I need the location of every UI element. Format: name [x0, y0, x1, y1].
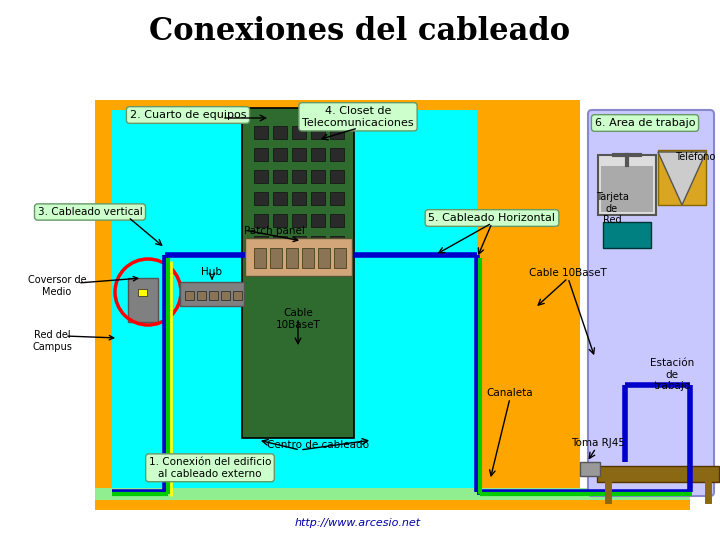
Bar: [242, 108, 354, 438]
Bar: [292, 148, 306, 161]
Bar: [112, 110, 477, 490]
Bar: [273, 126, 287, 139]
Bar: [311, 192, 325, 205]
Bar: [330, 126, 344, 139]
Text: Teléfono: Teléfono: [675, 152, 715, 162]
Bar: [273, 192, 287, 205]
Bar: [597, 466, 719, 482]
Text: Patch panel: Patch panel: [244, 226, 305, 236]
Bar: [286, 248, 298, 268]
Bar: [603, 222, 651, 248]
Text: Tarjeta
de
Red: Tarjeta de Red: [595, 192, 629, 225]
Bar: [292, 126, 306, 139]
Bar: [95, 488, 690, 502]
Text: Red del
Campus: Red del Campus: [32, 330, 72, 352]
Bar: [311, 148, 325, 161]
Bar: [598, 155, 656, 215]
Bar: [292, 170, 306, 183]
Text: 2. Cuarto de equipos: 2. Cuarto de equipos: [130, 110, 246, 120]
Text: 1. Conexión del edificio
al cableado externo: 1. Conexión del edificio al cableado ext…: [149, 457, 271, 478]
Text: Conexiones del cableado: Conexiones del cableado: [150, 17, 570, 48]
Text: Coversor de
Medio: Coversor de Medio: [27, 275, 86, 296]
Bar: [254, 126, 268, 139]
Text: 5. Cableado Horizontal: 5. Cableado Horizontal: [428, 213, 556, 223]
Bar: [128, 278, 158, 322]
Bar: [233, 291, 242, 300]
Bar: [254, 192, 268, 205]
Bar: [197, 291, 206, 300]
Bar: [311, 214, 325, 227]
Bar: [221, 291, 230, 300]
Bar: [601, 166, 653, 212]
Bar: [254, 236, 268, 249]
Bar: [311, 236, 325, 249]
Bar: [245, 238, 352, 276]
Text: http://www.arcesio.net: http://www.arcesio.net: [295, 518, 421, 528]
Bar: [254, 148, 268, 161]
Bar: [180, 282, 244, 306]
Text: 6. Area de trabajo: 6. Area de trabajo: [595, 118, 696, 128]
Text: Toma RJ45: Toma RJ45: [571, 438, 625, 448]
Polygon shape: [658, 152, 706, 205]
Bar: [254, 214, 268, 227]
Bar: [270, 248, 282, 268]
Text: Canaleta: Canaleta: [487, 388, 534, 398]
Bar: [302, 248, 314, 268]
Bar: [95, 500, 690, 510]
Bar: [138, 289, 147, 296]
Bar: [311, 170, 325, 183]
Bar: [318, 248, 330, 268]
Bar: [273, 170, 287, 183]
Bar: [330, 170, 344, 183]
Bar: [185, 291, 194, 300]
Text: Estación
de
trabajo: Estación de trabajo: [650, 358, 694, 391]
Text: 3. Cableado vertical: 3. Cableado vertical: [37, 207, 143, 217]
Bar: [254, 170, 268, 183]
Bar: [273, 148, 287, 161]
Bar: [330, 236, 344, 249]
Text: Hub: Hub: [202, 267, 222, 277]
Text: Cable 10BaseT: Cable 10BaseT: [529, 268, 607, 278]
Bar: [254, 248, 266, 268]
Bar: [292, 236, 306, 249]
Text: Cable
10BaseT: Cable 10BaseT: [276, 308, 320, 329]
Bar: [330, 214, 344, 227]
Bar: [95, 100, 580, 500]
FancyBboxPatch shape: [588, 110, 714, 496]
Bar: [330, 148, 344, 161]
Bar: [273, 214, 287, 227]
Bar: [209, 291, 218, 300]
Bar: [311, 126, 325, 139]
Text: 4. Closet de
Telecomunicaciones: 4. Closet de Telecomunicaciones: [302, 106, 414, 127]
Bar: [273, 236, 287, 249]
Text: Centro de cableado: Centro de cableado: [267, 440, 369, 450]
Bar: [330, 192, 344, 205]
Bar: [292, 192, 306, 205]
Bar: [292, 214, 306, 227]
Bar: [658, 150, 706, 205]
Bar: [334, 248, 346, 268]
Bar: [580, 462, 600, 476]
